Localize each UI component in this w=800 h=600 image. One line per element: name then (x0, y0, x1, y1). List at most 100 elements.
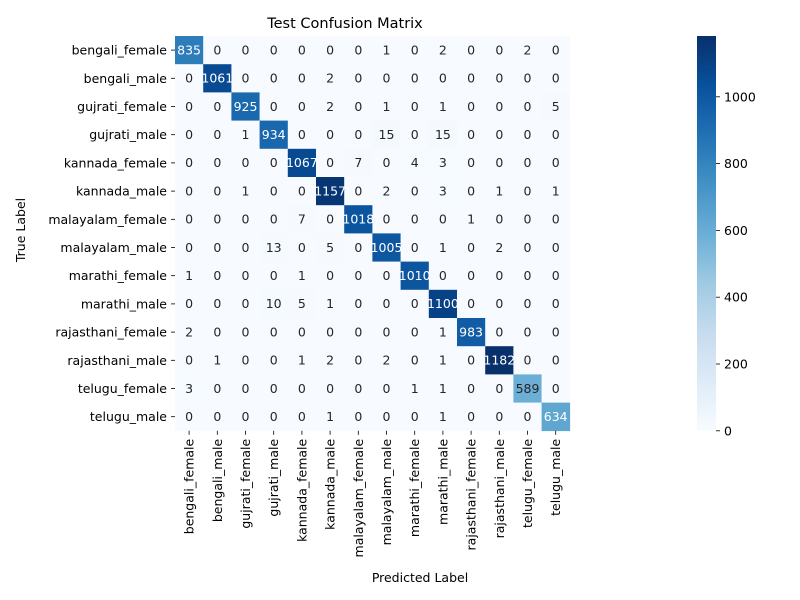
heatmap-cell (372, 205, 401, 234)
heatmap-cell (400, 318, 430, 347)
cell-value: 0 (383, 409, 391, 424)
cell-value: 0 (185, 240, 193, 255)
heatmap-cell (203, 205, 232, 234)
cell-value: 0 (552, 296, 560, 311)
cell-value: 1 (411, 381, 419, 396)
cell-value: 2 (326, 353, 334, 368)
cell-value: 0 (354, 296, 362, 311)
heatmap-cell (175, 346, 204, 375)
heatmap-cell (344, 318, 373, 347)
cell-value: 0 (411, 324, 419, 339)
cell-value: 0 (326, 381, 334, 396)
cell-value: 1 (467, 212, 475, 227)
heatmap-cell (344, 120, 373, 150)
heatmap-cell (372, 92, 401, 121)
cell-value: 0 (411, 409, 419, 424)
cell-value: 3 (439, 155, 447, 170)
cell-value: 0 (354, 240, 362, 255)
heatmap-cell (344, 346, 373, 375)
heatmap-cell (344, 261, 373, 291)
cell-value: 0 (242, 353, 250, 368)
cell-value: 0 (552, 71, 560, 86)
cell-value: 0 (495, 71, 503, 86)
heatmap-cell (457, 261, 486, 291)
heatmap-cell (175, 148, 204, 178)
x-tick-label: telugu_male (548, 438, 563, 515)
cell-value: 0 (495, 155, 503, 170)
heatmap-cell (203, 289, 232, 319)
colorbar-gradient (697, 36, 716, 431)
heatmap-cell (372, 233, 401, 262)
heatmap-cell (485, 233, 514, 262)
cell-value: 0 (467, 71, 475, 86)
y-tick-label: bengali_male (84, 71, 168, 86)
heatmap-cell (485, 346, 514, 375)
x-tick-label: marathi_female (407, 438, 422, 537)
cell-value: 1 (439, 353, 447, 368)
heatmap-cell (259, 64, 289, 93)
cell-value: 0 (524, 99, 532, 114)
cell-value: 0 (354, 381, 362, 396)
heatmap-cell (400, 92, 430, 121)
cell-value: 0 (495, 99, 503, 114)
cell-value: 3 (185, 381, 193, 396)
heatmap-cell (287, 289, 317, 319)
heatmap-cell (400, 120, 430, 150)
cell-value: 1157 (314, 183, 346, 198)
heatmap-cell (541, 318, 571, 347)
cell-value: 0 (467, 240, 475, 255)
cell-value: 0 (467, 127, 475, 142)
x-tick-label: marathi_male (435, 438, 450, 524)
cell-value: 15 (435, 127, 451, 142)
heatmap-cell (259, 148, 289, 178)
cell-value: 0 (524, 127, 532, 142)
heatmap-cell (203, 64, 232, 93)
heatmap-cell (259, 177, 289, 206)
cell-value: 835 (177, 42, 201, 57)
heatmap-cell (231, 92, 260, 121)
cell-value: 1 (439, 381, 447, 396)
heatmap-cell (457, 402, 486, 432)
cell-value: 0 (383, 155, 391, 170)
heatmap-cell (541, 289, 571, 319)
heatmap-cell (400, 289, 430, 319)
heatmap-cell (372, 261, 401, 291)
heatmap-cell (344, 233, 373, 262)
cell-value: 1018 (342, 212, 374, 227)
cell-value: 0 (552, 212, 560, 227)
cell-value: 0 (270, 324, 278, 339)
heatmap-cell (203, 402, 232, 432)
heatmap-cell (259, 261, 289, 291)
heatmap-cell (513, 177, 542, 206)
cell-value: 0 (383, 268, 391, 283)
heatmap-cell (513, 318, 542, 347)
y-tick-label: marathi_female (69, 268, 168, 283)
y-tick-label: telugu_male (90, 409, 167, 424)
cell-value: 0 (354, 268, 362, 283)
cell-value: 0 (495, 324, 503, 339)
cell-value: 0 (213, 212, 221, 227)
heatmap-cell (316, 92, 345, 121)
cell-value: 0 (467, 296, 475, 311)
heatmap-cell (203, 374, 232, 403)
cell-value: 0 (185, 212, 193, 227)
cell-value: 1005 (371, 240, 403, 255)
colorbar-tick-label: 600 (724, 223, 748, 238)
heatmap-cell (316, 148, 345, 178)
heatmap-cell (231, 346, 260, 375)
cell-value: 0 (467, 409, 475, 424)
heatmap-cell (485, 289, 514, 319)
heatmap-cell (287, 92, 317, 121)
cell-value: 0 (242, 324, 250, 339)
heatmap-cell (513, 92, 542, 121)
heatmap-cell (316, 346, 345, 375)
heatmap-cell (485, 374, 514, 403)
cell-value: 0 (354, 71, 362, 86)
cell-value: 0 (524, 353, 532, 368)
heatmap-cell (400, 261, 430, 291)
cell-value: 5 (298, 296, 306, 311)
cell-value: 0 (270, 42, 278, 57)
heatmap-cell (457, 318, 486, 347)
cell-value: 634 (544, 409, 568, 424)
heatmap-cell (513, 289, 542, 319)
